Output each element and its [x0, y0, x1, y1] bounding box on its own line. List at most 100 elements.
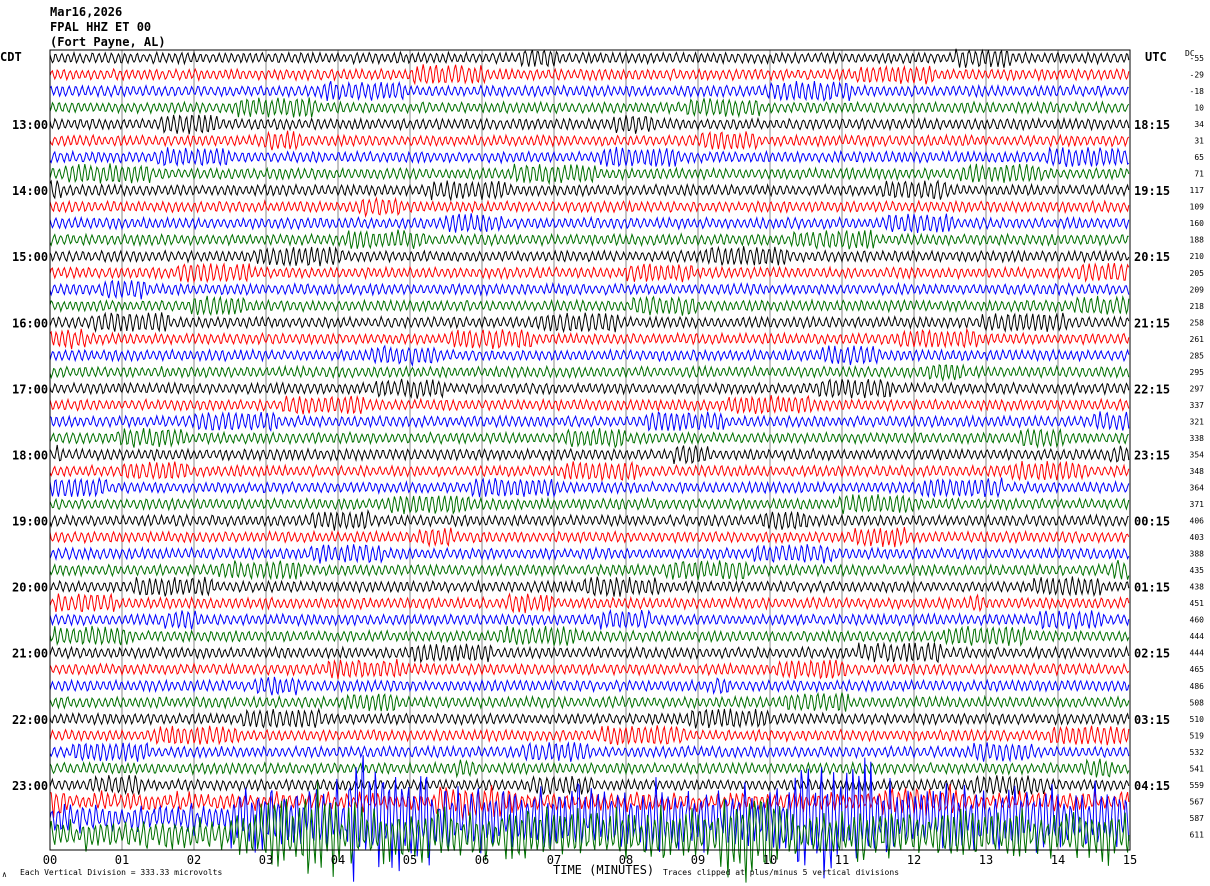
dc-offset-label: 587 — [1190, 814, 1205, 823]
right-time-label: 20:15 — [1134, 250, 1170, 264]
seismic-trace — [49, 576, 1130, 598]
dc-offset-label: 348 — [1190, 467, 1205, 476]
date-label: Mar16,2026 — [50, 5, 122, 19]
seismic-trace — [49, 327, 1130, 350]
x-axis-label: TIME (MINUTES) — [553, 863, 654, 877]
plot-frame — [49, 49, 1131, 851]
x-tick-label: 03 — [259, 853, 273, 867]
seismic-trace — [49, 741, 1130, 763]
right-time-label: 03:15 — [1134, 713, 1170, 727]
x-tick-label: 08 — [619, 853, 633, 867]
dc-offset-label: 258 — [1190, 318, 1205, 327]
left-time-label: 14:00 — [12, 184, 48, 198]
left-time-label: 18:00 — [12, 448, 48, 462]
right-time-label: 04:15 — [1134, 779, 1170, 793]
dc-offset-label: 508 — [1190, 698, 1205, 707]
seismic-trace — [49, 592, 1130, 614]
seismic-trace — [49, 544, 1130, 564]
right-time-label: 21:15 — [1134, 316, 1170, 330]
seismic-trace — [49, 80, 1129, 102]
right-time-label: 19:15 — [1134, 184, 1170, 198]
left-time-label: 16:00 — [12, 316, 48, 330]
x-tick-label: 01 — [115, 853, 129, 867]
seismic-trace — [49, 781, 1130, 883]
right-time-label: 01:15 — [1134, 581, 1170, 595]
left-time-label: 15:00 — [12, 250, 48, 264]
seismic-trace — [49, 146, 1130, 168]
right-time-labels: 18:15 19:15 20:15 21:15 22:15 23:15 00:15 01:15… — [1134, 118, 1170, 793]
seismic-trace — [49, 508, 1129, 531]
seismic-trace — [49, 527, 1130, 548]
dc-offset-label: -29 — [1190, 71, 1205, 80]
dc-offset-label: 109 — [1190, 203, 1205, 212]
dc-offset-label: 567 — [1190, 797, 1205, 806]
left-axis-label: CDT — [0, 50, 22, 64]
dc-offset-label: 403 — [1190, 533, 1205, 542]
dc-offset-label: 31 — [1194, 137, 1204, 146]
seismic-trace — [49, 163, 1130, 186]
dc-offset-label: 438 — [1190, 583, 1205, 592]
dc-offset-label: 261 — [1190, 335, 1205, 344]
left-time-label: 17:00 — [12, 382, 48, 396]
seismic-trace — [49, 494, 1130, 515]
seismic-trace — [49, 311, 1130, 334]
dc-offset-label: 205 — [1190, 269, 1205, 278]
x-tick-label: 02 — [187, 853, 201, 867]
seismic-trace — [49, 344, 1130, 367]
dc-offset-label: -55 — [1190, 54, 1205, 63]
right-time-label: 23:15 — [1134, 448, 1170, 462]
left-time-label: 22:00 — [12, 713, 48, 727]
corner-mark: ∧ — [2, 870, 7, 879]
left-time-label: 21:00 — [12, 647, 48, 661]
seismic-trace — [49, 245, 1130, 267]
dc-offset-label: 338 — [1190, 434, 1205, 443]
seismic-trace — [49, 658, 1130, 680]
dc-offset-label: 532 — [1190, 748, 1205, 757]
seismic-trace — [49, 394, 1130, 415]
seismic-trace — [49, 608, 1130, 630]
station-label: FPAL HHZ ET 00 — [50, 20, 151, 34]
dc-offset-label: 559 — [1190, 781, 1205, 790]
x-tick-label: 13 — [979, 853, 993, 867]
dc-offset-label: 160 — [1190, 219, 1205, 228]
x-tick-label: 10 — [763, 853, 777, 867]
seismic-trace — [49, 625, 1130, 647]
dc-offset-label: 10 — [1194, 104, 1204, 113]
seismic-trace — [49, 774, 1130, 796]
seismic-trace — [49, 783, 1130, 821]
left-time-label: 23:00 — [12, 779, 48, 793]
seismic-trace — [49, 279, 1130, 300]
seismic-trace — [49, 97, 1130, 119]
seismic-trace — [49, 707, 1130, 729]
seismic-trace — [49, 725, 1130, 746]
x-tick-label: 06 — [475, 853, 489, 867]
x-tick-label: 00 — [43, 853, 57, 867]
dc-offset-label: 541 — [1190, 764, 1205, 773]
x-tick-label: 09 — [691, 853, 705, 867]
dc-offset-label: 519 — [1190, 731, 1205, 740]
seismic-trace — [49, 444, 1130, 465]
seismic-trace — [49, 179, 1130, 202]
right-time-label: 22:15 — [1134, 382, 1170, 396]
x-tick-label: 11 — [835, 853, 849, 867]
x-tick-label: 04 — [331, 853, 345, 867]
seismic-trace — [49, 295, 1130, 317]
dc-offset-label: 209 — [1190, 285, 1205, 294]
dc-offset-label: 451 — [1190, 599, 1205, 608]
dc-offset-label: 337 — [1190, 401, 1205, 410]
dc-offset-label: 510 — [1190, 715, 1205, 724]
left-time-label: 13:00 — [12, 118, 48, 132]
left-time-labels: 13:00 14:00 15:00 16:00 17:00 18:00 19:00 20:00… — [12, 118, 48, 793]
seismic-trace — [49, 114, 1130, 135]
dc-offset-label: 210 — [1190, 252, 1205, 261]
dc-offset-label: 444 — [1190, 632, 1205, 641]
seismic-trace — [49, 476, 1130, 499]
x-tick-label: 14 — [1051, 853, 1065, 867]
right-time-label: 18:15 — [1134, 118, 1170, 132]
x-tick-label: 15 — [1123, 853, 1137, 867]
seismic-trace — [49, 196, 1130, 219]
dc-offset-label: -18 — [1190, 87, 1205, 96]
dc-offset-label: 218 — [1190, 302, 1205, 311]
right-time-label: 02:15 — [1134, 647, 1170, 661]
seismic-trace — [49, 130, 1130, 151]
